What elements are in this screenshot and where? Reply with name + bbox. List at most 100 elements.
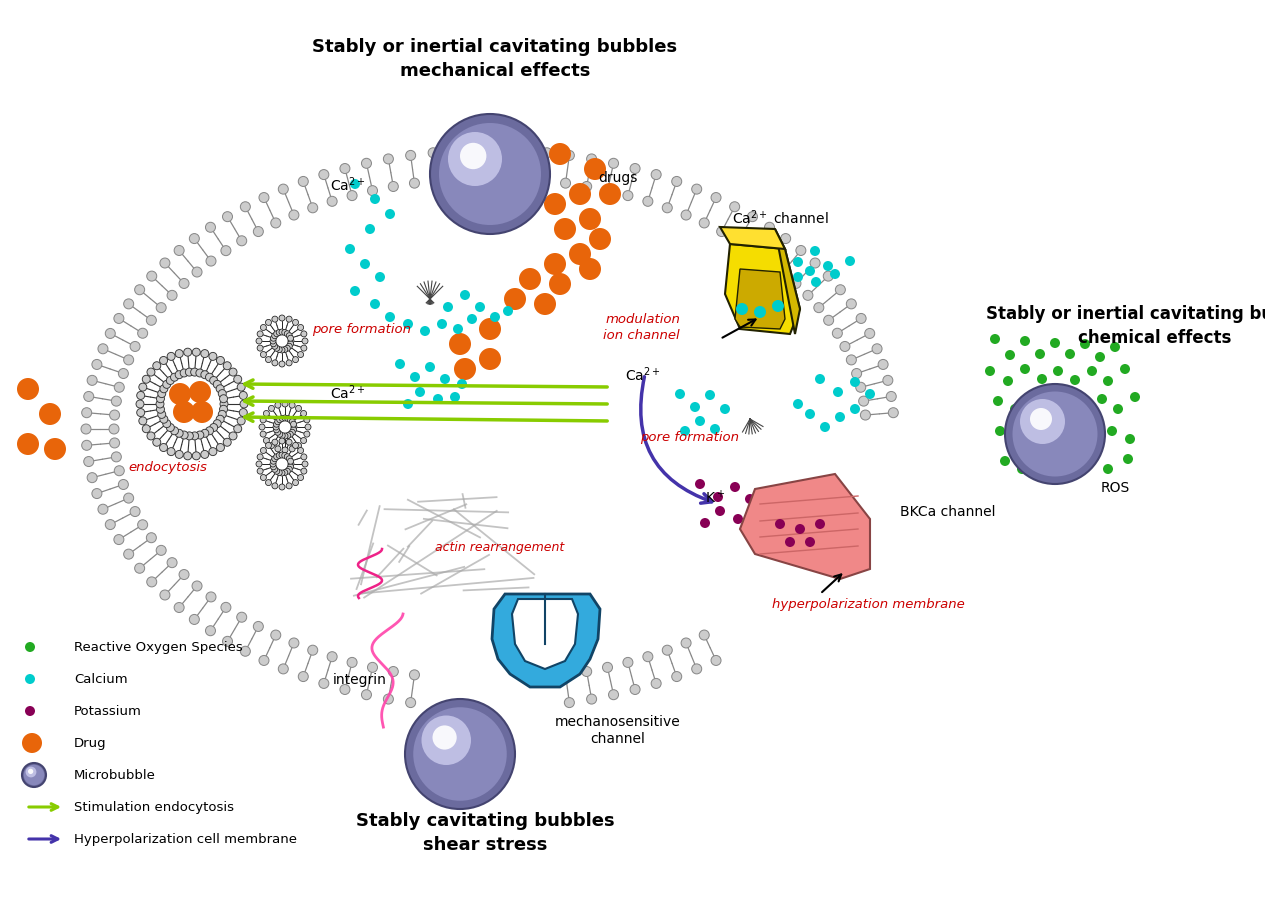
Circle shape xyxy=(173,401,195,424)
Circle shape xyxy=(301,455,307,460)
Circle shape xyxy=(237,612,247,622)
Circle shape xyxy=(1037,374,1047,384)
Text: K$^+$: K$^+$ xyxy=(705,489,725,506)
Circle shape xyxy=(137,392,144,400)
Circle shape xyxy=(201,372,209,379)
Circle shape xyxy=(276,470,282,476)
Circle shape xyxy=(778,268,788,278)
Circle shape xyxy=(110,438,120,448)
Circle shape xyxy=(328,652,338,662)
Circle shape xyxy=(286,483,292,489)
Circle shape xyxy=(824,262,832,272)
Circle shape xyxy=(602,663,612,673)
Circle shape xyxy=(269,411,301,444)
Circle shape xyxy=(266,448,299,481)
Circle shape xyxy=(835,564,845,574)
Circle shape xyxy=(183,452,192,460)
Circle shape xyxy=(579,208,601,231)
Circle shape xyxy=(157,406,164,414)
Circle shape xyxy=(291,425,297,430)
Circle shape xyxy=(297,448,304,454)
Circle shape xyxy=(287,465,293,470)
Circle shape xyxy=(474,174,484,184)
Circle shape xyxy=(519,147,529,157)
Circle shape xyxy=(651,170,662,180)
Circle shape xyxy=(158,411,166,419)
Circle shape xyxy=(582,667,592,676)
Text: endocytosis: endocytosis xyxy=(129,461,207,474)
Circle shape xyxy=(460,290,471,300)
Circle shape xyxy=(715,506,725,517)
Circle shape xyxy=(587,155,597,165)
Circle shape xyxy=(805,267,815,277)
Circle shape xyxy=(663,204,672,214)
Circle shape xyxy=(805,538,815,548)
Circle shape xyxy=(288,338,293,345)
Circle shape xyxy=(259,193,269,203)
Circle shape xyxy=(216,416,224,424)
Circle shape xyxy=(1020,336,1030,346)
Circle shape xyxy=(277,418,282,423)
Circle shape xyxy=(268,406,275,412)
Circle shape xyxy=(156,546,166,556)
Circle shape xyxy=(216,385,224,393)
Circle shape xyxy=(272,361,278,366)
Circle shape xyxy=(97,504,108,515)
Circle shape xyxy=(153,438,161,446)
Circle shape xyxy=(347,191,357,201)
Circle shape xyxy=(290,446,295,453)
Circle shape xyxy=(291,428,296,433)
Circle shape xyxy=(824,316,834,326)
Circle shape xyxy=(350,287,361,297)
Circle shape xyxy=(147,577,157,587)
Text: Potassium: Potassium xyxy=(73,704,142,718)
Circle shape xyxy=(134,285,144,296)
Circle shape xyxy=(272,439,278,446)
Circle shape xyxy=(587,695,597,704)
Text: Stably cavitating bubbles
shear stress: Stably cavitating bubbles shear stress xyxy=(355,811,615,852)
Circle shape xyxy=(810,259,820,269)
Circle shape xyxy=(405,699,515,809)
Circle shape xyxy=(239,410,247,417)
Circle shape xyxy=(237,236,247,246)
Circle shape xyxy=(275,402,281,409)
Circle shape xyxy=(473,146,483,156)
Circle shape xyxy=(1052,366,1063,376)
Circle shape xyxy=(137,400,144,409)
Circle shape xyxy=(257,468,263,474)
Circle shape xyxy=(92,360,102,370)
Circle shape xyxy=(191,369,199,377)
Circle shape xyxy=(815,520,825,529)
Circle shape xyxy=(272,466,278,473)
Circle shape xyxy=(410,373,420,382)
Circle shape xyxy=(692,185,702,195)
Circle shape xyxy=(754,307,767,318)
Circle shape xyxy=(541,149,552,159)
Circle shape xyxy=(271,336,277,342)
Circle shape xyxy=(1125,435,1135,445)
Circle shape xyxy=(1051,437,1061,446)
Circle shape xyxy=(159,590,170,601)
Circle shape xyxy=(689,402,700,412)
Circle shape xyxy=(180,431,188,439)
Circle shape xyxy=(824,272,834,281)
Circle shape xyxy=(166,424,175,432)
Circle shape xyxy=(453,175,463,185)
Circle shape xyxy=(840,342,850,352)
Circle shape xyxy=(732,514,743,524)
Circle shape xyxy=(454,359,476,381)
Circle shape xyxy=(1130,392,1140,402)
Circle shape xyxy=(147,272,157,281)
Circle shape xyxy=(137,410,144,417)
Circle shape xyxy=(256,338,262,345)
Circle shape xyxy=(457,380,467,390)
Circle shape xyxy=(319,678,329,688)
Circle shape xyxy=(830,270,840,280)
Circle shape xyxy=(292,320,299,326)
Circle shape xyxy=(851,369,861,379)
Circle shape xyxy=(1120,364,1130,374)
Circle shape xyxy=(304,418,310,423)
Text: Microbubble: Microbubble xyxy=(73,769,156,782)
Circle shape xyxy=(171,373,178,382)
Circle shape xyxy=(220,406,228,414)
